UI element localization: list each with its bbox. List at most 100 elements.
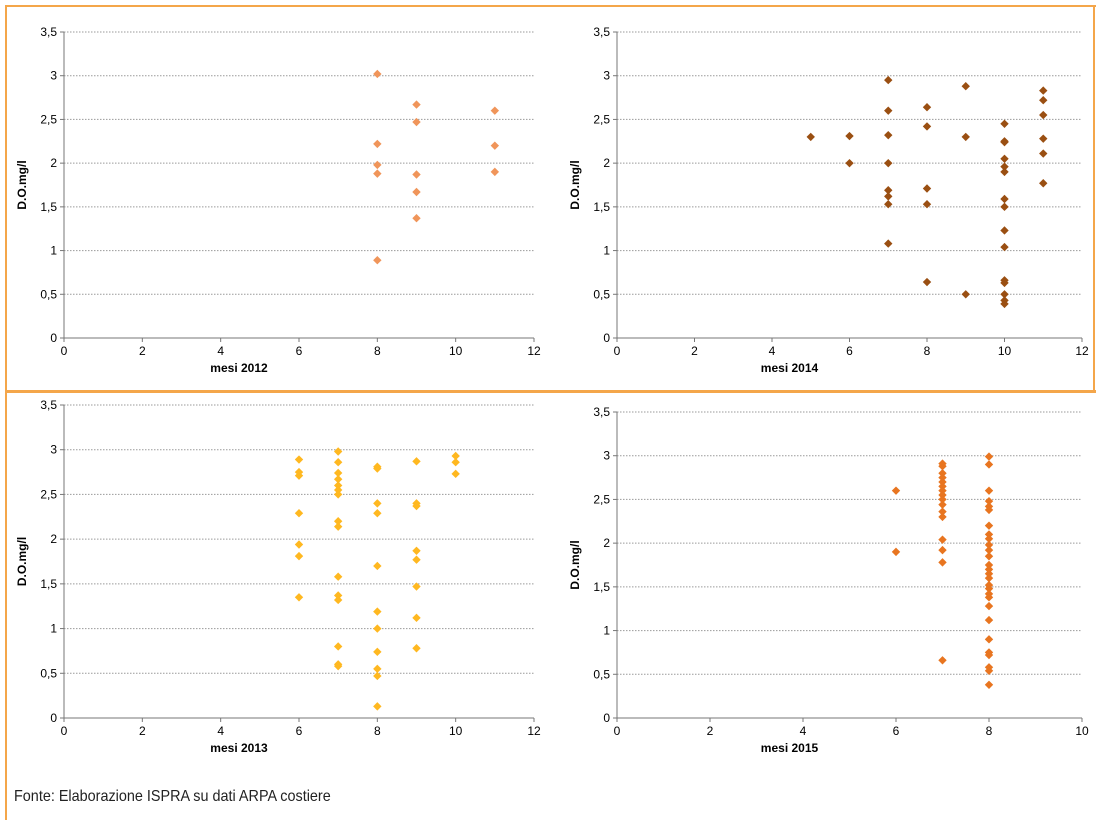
x-tick-label: 2 (139, 724, 146, 738)
data-point (806, 132, 815, 142)
data-point (333, 481, 343, 490)
y-tick-label: 3 (50, 443, 57, 457)
data-point (938, 512, 947, 522)
data-point (333, 475, 343, 484)
data-point (938, 473, 947, 482)
data-point (884, 106, 893, 115)
scatter-chart-2013: 0 0,5 1 1,5 2 2,5 3 3,5 0 2 4 6 8 10 12 mesi 2013 D.O.mg… (15, 398, 541, 755)
data-point (845, 131, 854, 141)
data-point (451, 458, 460, 467)
y-tick-label: 0 (50, 331, 57, 345)
data-point (373, 624, 382, 633)
data-point (451, 451, 460, 461)
y-tick-label: 2 (50, 156, 57, 170)
x-axis-title: mesi 2013 (210, 741, 268, 755)
data-point (961, 290, 970, 299)
y-tick-label: 0 (603, 711, 610, 725)
x-tick-label: 2 (139, 344, 146, 358)
data-point (490, 141, 500, 150)
data-point (938, 462, 947, 471)
data-point (984, 593, 994, 602)
data-point (412, 117, 421, 127)
data-point (938, 656, 947, 665)
y-tick-label: 3,5 (40, 25, 57, 39)
y-tick-label: 0,5 (40, 666, 57, 680)
data-point (333, 595, 343, 605)
data-point (984, 565, 994, 574)
data-point (938, 477, 947, 487)
data-point (938, 490, 947, 500)
scatter-chart-2014: 0 0,5 1 1,5 2 2,5 3 3,5 0 2 4 6 8 10 12 mesi 2014 D.O.mg… (568, 25, 1089, 375)
data-point (1000, 290, 1009, 299)
x-tick-label: 10 (449, 724, 463, 738)
y-tick-label: 1,5 (593, 580, 610, 594)
data-point (412, 214, 421, 223)
scatter-chart-2015: 0 0,5 1 1,5 2 2,5 3 3,5 0 2 4 6 8 10 mesi 2015 D.O.mg/l (568, 405, 1089, 755)
data-point (1000, 119, 1009, 128)
data-point (922, 200, 932, 209)
data-point (412, 555, 421, 564)
y-tick-label: 3 (603, 449, 610, 463)
data-point (412, 644, 421, 653)
data-point (984, 680, 994, 689)
data-point (1000, 154, 1009, 163)
frame-left-border (5, 5, 7, 820)
data-point (891, 486, 901, 495)
data-point (412, 187, 421, 197)
x-tick-label: 8 (374, 724, 381, 738)
x-tick-label: 0 (614, 344, 621, 358)
data-point (1000, 167, 1009, 177)
y-tick-label: 1 (603, 244, 610, 258)
y-tick-label: 3 (603, 69, 610, 83)
y-tick-label: 2 (603, 536, 610, 550)
data-point (884, 192, 893, 201)
data-point (984, 521, 994, 530)
data-point (373, 160, 382, 170)
data-point (984, 534, 994, 543)
data-point (884, 239, 893, 248)
data-point (373, 139, 382, 149)
y-tick-label: 1,5 (40, 577, 57, 591)
data-point (1000, 194, 1009, 204)
data-point (1039, 179, 1048, 188)
frame-top-border (5, 5, 1096, 7)
data-point (412, 546, 421, 555)
data-point (961, 82, 970, 91)
data-point (1000, 202, 1009, 212)
data-point (884, 75, 893, 85)
y-tick-label: 1 (50, 244, 57, 258)
data-point (845, 158, 854, 168)
data-point (373, 499, 382, 508)
x-tick-label: 4 (217, 724, 224, 738)
data-point (294, 540, 304, 549)
data-point (984, 650, 994, 660)
data-point (1039, 149, 1048, 158)
frame-right-border (1093, 5, 1095, 392)
data-point (333, 485, 343, 495)
data-point (984, 615, 994, 625)
x-tick-label: 2 (707, 724, 714, 738)
data-point (1000, 299, 1009, 309)
data-point (1000, 137, 1009, 147)
y-tick-label: 3 (50, 69, 57, 83)
data-point (1000, 278, 1009, 288)
data-point (1000, 242, 1009, 252)
x-tick-label: 4 (217, 344, 224, 358)
data-point (490, 106, 500, 115)
data-point (373, 464, 382, 473)
x-tick-label: 12 (527, 344, 541, 358)
data-point (922, 277, 932, 287)
data-point (333, 458, 343, 467)
data-point (984, 635, 994, 644)
x-tick-label: 4 (769, 344, 776, 358)
data-point (961, 132, 970, 142)
y-axis-title: D.O.mg/l (15, 160, 29, 209)
data-point (412, 170, 421, 179)
data-point (984, 552, 994, 561)
data-point (373, 647, 382, 657)
x-axis-title: mesi 2015 (761, 741, 819, 755)
data-point (884, 130, 893, 140)
data-point (884, 158, 893, 168)
data-point (922, 184, 932, 193)
x-tick-label: 12 (1075, 344, 1089, 358)
